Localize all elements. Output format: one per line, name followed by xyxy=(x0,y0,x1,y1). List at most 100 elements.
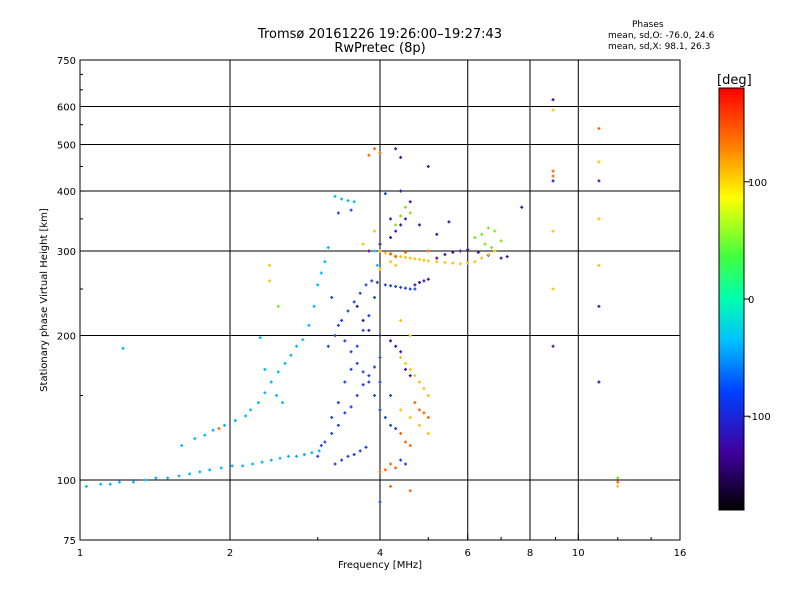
data-point xyxy=(323,260,327,264)
data-point xyxy=(597,217,601,221)
data-point xyxy=(193,437,197,441)
data-point xyxy=(343,411,347,415)
data-point xyxy=(466,248,470,252)
data-point xyxy=(263,367,267,371)
data-point xyxy=(343,339,347,343)
phase-stats-heading: Phases xyxy=(632,20,664,30)
scatter-points xyxy=(84,98,620,504)
data-point xyxy=(399,285,403,289)
data-point xyxy=(394,223,398,227)
data-point xyxy=(399,214,403,218)
data-point xyxy=(399,408,403,412)
chart-title: Tromsø 20161226 19:26:00–19:27:43 xyxy=(257,27,503,42)
data-point xyxy=(389,462,393,466)
data-point xyxy=(336,211,340,215)
data-point xyxy=(417,380,421,384)
data-point xyxy=(375,263,379,267)
data-point xyxy=(499,256,503,260)
data-point xyxy=(340,197,344,201)
data-point xyxy=(373,365,377,369)
colorbar-ticks: 100 0 -100 xyxy=(744,178,771,423)
data-point xyxy=(399,432,403,436)
data-point xyxy=(223,423,227,427)
data-point xyxy=(403,367,407,371)
data-point xyxy=(99,482,103,486)
data-point xyxy=(378,500,382,504)
colorbar xyxy=(718,87,745,511)
data-point xyxy=(394,285,398,289)
data-point xyxy=(399,255,403,259)
data-point xyxy=(166,476,170,480)
data-point xyxy=(256,401,260,405)
data-point xyxy=(260,460,264,464)
data-point xyxy=(616,484,620,488)
data-point xyxy=(378,380,382,384)
data-point xyxy=(426,432,430,436)
data-point xyxy=(358,291,362,295)
data-point xyxy=(333,462,337,466)
data-point xyxy=(373,229,377,233)
data-point xyxy=(367,153,371,157)
data-point xyxy=(493,229,497,233)
data-point xyxy=(275,394,279,398)
y-tick-label: 400 xyxy=(57,187,76,198)
y-tick-label: 200 xyxy=(57,332,76,343)
colorbar-tick-label: -100 xyxy=(748,412,771,423)
y-tick-label: 750 xyxy=(57,56,76,67)
data-point xyxy=(458,249,462,253)
data-point xyxy=(326,344,330,348)
data-point xyxy=(551,287,555,291)
data-point xyxy=(597,380,601,384)
data-point xyxy=(417,408,421,412)
x-tick-label: 16 xyxy=(674,548,687,559)
data-point xyxy=(378,355,382,359)
data-point xyxy=(383,468,387,472)
data-point xyxy=(394,229,398,233)
data-point xyxy=(389,217,393,221)
data-point xyxy=(403,462,407,466)
data-point xyxy=(451,261,455,265)
data-point xyxy=(289,353,293,357)
data-point xyxy=(394,263,398,267)
data-point xyxy=(403,217,407,221)
data-point xyxy=(403,286,407,290)
data-point xyxy=(336,323,340,327)
x-tick-label: 4 xyxy=(377,548,383,559)
data-point xyxy=(551,174,555,178)
data-point xyxy=(616,476,620,480)
data-point xyxy=(426,164,430,168)
x-tick-label: 6 xyxy=(465,548,471,559)
data-point xyxy=(361,370,365,374)
data-point xyxy=(413,401,417,405)
data-point xyxy=(361,242,365,246)
data-point xyxy=(121,346,125,350)
data-point xyxy=(389,423,393,427)
data-point xyxy=(316,454,320,458)
data-point xyxy=(267,263,271,267)
data-point xyxy=(422,411,426,415)
data-point xyxy=(520,205,524,209)
data-point xyxy=(394,427,398,431)
data-point xyxy=(422,258,426,262)
data-point xyxy=(493,249,497,253)
colorbar-tick-label: 0 xyxy=(748,295,754,306)
data-point xyxy=(355,304,359,308)
data-point xyxy=(597,160,601,164)
data-point xyxy=(330,432,334,436)
y-tick-label: 500 xyxy=(57,141,76,152)
data-point xyxy=(426,249,430,253)
data-point xyxy=(267,279,271,283)
data-point xyxy=(352,200,356,204)
data-point xyxy=(408,415,412,419)
data-point xyxy=(443,260,447,264)
data-point xyxy=(336,423,340,427)
data-point xyxy=(349,405,353,409)
data-point xyxy=(188,472,192,476)
y-tick-label: 300 xyxy=(57,247,76,258)
data-point xyxy=(443,253,447,257)
data-point xyxy=(361,318,365,322)
data-point xyxy=(378,151,382,155)
data-point xyxy=(378,470,382,474)
phase-stats-x: mean, sd,X: 98.1, 26.3 xyxy=(608,42,711,52)
data-point xyxy=(375,280,379,284)
